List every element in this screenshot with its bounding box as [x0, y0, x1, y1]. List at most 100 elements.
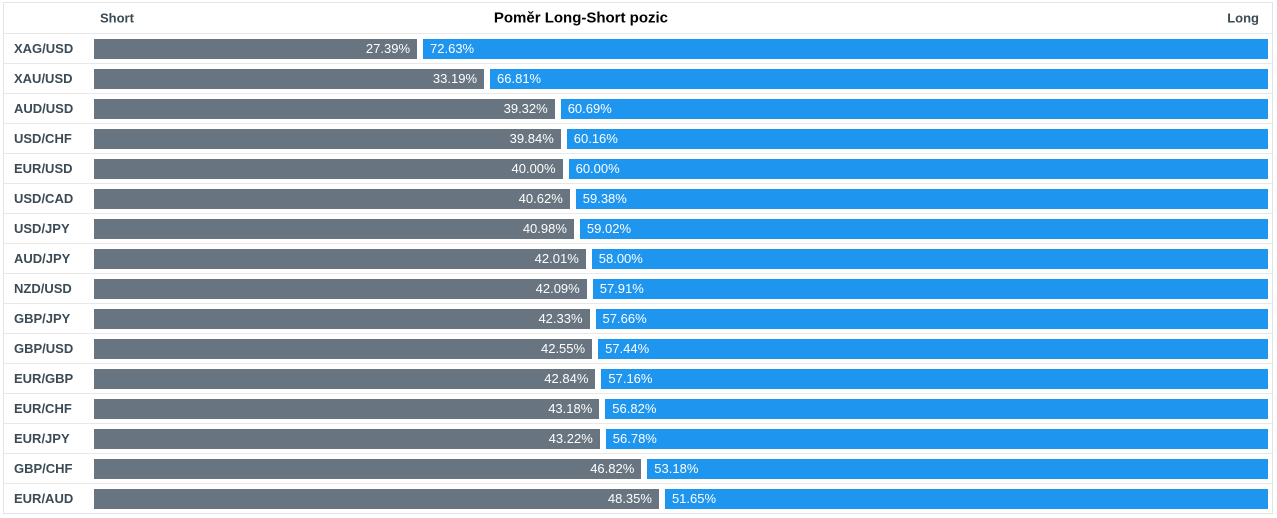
long-bar[interactable]: 57.91%: [592, 278, 1268, 299]
chart-header: Short Poměr Long-Short pozic Long: [4, 3, 1272, 33]
long-bar[interactable]: 60.69%: [560, 98, 1268, 119]
long-bar[interactable]: 51.65%: [664, 488, 1268, 509]
chart-rows: XAG/USD 27.39% 72.63% XAU/USD 33.19% 66.…: [4, 33, 1272, 513]
long-bar[interactable]: 57.44%: [598, 338, 1268, 359]
long-bar[interactable]: 56.82%: [605, 398, 1268, 419]
long-percent-label: 51.65%: [671, 491, 717, 506]
long-percent-label: 57.16%: [608, 371, 653, 386]
chart-row: XAU/USD 33.19% 66.81%: [4, 63, 1272, 93]
short-bar[interactable]: 42.84%: [94, 368, 596, 389]
short-bar[interactable]: 40.98%: [94, 218, 574, 239]
long-bar[interactable]: 60.16%: [566, 128, 1268, 149]
chart-row: GBP/CHF 46.82% 53.18%: [4, 453, 1272, 483]
pair-label: GBP/CHF: [14, 461, 73, 476]
bar-track: 48.35% 51.65%: [94, 488, 1268, 509]
bar-track: 46.82% 53.18%: [94, 458, 1268, 479]
bar-track: 42.55% 57.44%: [94, 338, 1268, 359]
short-bar[interactable]: 39.84%: [94, 128, 561, 149]
long-percent-label: 56.78%: [612, 431, 657, 446]
chart-title: Poměr Long-Short pozic: [493, 9, 669, 27]
short-axis-label: Short: [100, 10, 134, 26]
short-percent-label: 43.22%: [548, 431, 593, 446]
bar-track: 43.22% 56.78%: [94, 428, 1268, 449]
bar-track: 33.19% 66.81%: [94, 68, 1268, 89]
long-percent-label: 53.18%: [654, 461, 699, 476]
short-bar[interactable]: 40.62%: [94, 188, 570, 209]
chart-row: EUR/CHF 43.18% 56.82%: [4, 393, 1272, 423]
long-bar[interactable]: 66.81%: [490, 68, 1268, 89]
long-percent-label: 59.02%: [586, 221, 631, 236]
short-percent-label: 42.55%: [540, 341, 586, 356]
pair-label: USD/CAD: [14, 191, 74, 206]
long-axis-label: Long: [1227, 10, 1259, 26]
long-bar[interactable]: 58.00%: [591, 248, 1268, 269]
bar-track: 42.01% 58.00%: [94, 248, 1268, 269]
short-bar[interactable]: 42.09%: [94, 278, 587, 299]
long-bar[interactable]: 56.78%: [605, 428, 1268, 449]
bar-track: 40.00% 60.00%: [94, 158, 1268, 179]
chart-row: EUR/AUD 48.35% 51.65%: [4, 483, 1272, 513]
short-bar[interactable]: 27.39%: [94, 38, 418, 59]
chart-row: USD/JPY 40.98% 59.02%: [4, 213, 1272, 243]
pair-label: AUD/JPY: [14, 251, 71, 266]
chart-row: XAG/USD 27.39% 72.63%: [4, 33, 1272, 63]
bar-track: 27.39% 72.63%: [94, 38, 1268, 59]
short-percent-label: 27.39%: [365, 41, 411, 56]
short-percent-label: 39.32%: [503, 101, 548, 116]
pair-label: XAG/USD: [14, 41, 74, 56]
long-bar[interactable]: 59.38%: [575, 188, 1268, 209]
long-short-ratio-chart: Short Poměr Long-Short pozic Long XAG/US…: [3, 2, 1273, 514]
short-percent-label: 39.84%: [509, 131, 554, 146]
short-percent-label: 43.18%: [548, 401, 593, 416]
bar-track: 42.33% 57.66%: [94, 308, 1268, 329]
bar-track: 42.09% 57.91%: [94, 278, 1268, 299]
short-bar[interactable]: 40.00%: [94, 158, 563, 179]
bar-track: 40.62% 59.38%: [94, 188, 1268, 209]
short-bar[interactable]: 42.01%: [94, 248, 586, 269]
chart-row: NZD/USD 42.09% 57.91%: [4, 273, 1272, 303]
long-percent-label: 57.44%: [605, 341, 650, 356]
chart-row: EUR/JPY 43.22% 56.78%: [4, 423, 1272, 453]
short-bar[interactable]: 33.19%: [94, 68, 485, 89]
long-bar[interactable]: 57.16%: [601, 368, 1268, 389]
short-bar[interactable]: 43.18%: [94, 398, 600, 419]
long-percent-label: 60.16%: [573, 131, 618, 146]
pair-label: GBP/JPY: [14, 311, 71, 326]
pair-label: EUR/JPY: [14, 431, 70, 446]
pair-label: NZD/USD: [14, 281, 72, 296]
bar-track: 42.84% 57.16%: [94, 368, 1268, 389]
short-bar[interactable]: 42.33%: [94, 308, 590, 329]
bar-track: 39.84% 60.16%: [94, 128, 1268, 149]
bar-track: 43.18% 56.82%: [94, 398, 1268, 419]
pair-label: EUR/GBP: [14, 371, 74, 386]
short-percent-label: 42.33%: [538, 311, 583, 326]
pair-label: GBP/USD: [14, 341, 74, 356]
long-percent-label: 58.00%: [598, 251, 643, 266]
chart-row: GBP/JPY 42.33% 57.66%: [4, 303, 1272, 333]
long-percent-label: 60.69%: [567, 101, 612, 116]
short-bar[interactable]: 48.35%: [94, 488, 659, 509]
pair-label: USD/CHF: [14, 131, 72, 146]
short-bar[interactable]: 39.32%: [94, 98, 555, 119]
short-bar[interactable]: 43.22%: [94, 428, 600, 449]
chart-row: USD/CAD 40.62% 59.38%: [4, 183, 1272, 213]
chart-row: GBP/USD 42.55% 57.44%: [4, 333, 1272, 363]
long-bar[interactable]: 57.66%: [595, 308, 1268, 329]
long-percent-label: 59.38%: [582, 191, 627, 206]
bar-track: 39.32% 60.69%: [94, 98, 1268, 119]
long-bar[interactable]: 53.18%: [647, 458, 1268, 479]
short-percent-label: 40.00%: [511, 161, 556, 176]
long-bar[interactable]: 72.63%: [423, 38, 1268, 59]
short-percent-label: 40.62%: [518, 191, 563, 206]
bar-track: 40.98% 59.02%: [94, 218, 1268, 239]
long-percent-label: 56.82%: [612, 401, 657, 416]
short-percent-label: 46.82%: [590, 461, 635, 476]
long-bar[interactable]: 59.02%: [579, 218, 1268, 239]
short-percent-label: 42.01%: [534, 251, 579, 266]
long-bar[interactable]: 60.00%: [568, 158, 1268, 179]
pair-label: XAU/USD: [14, 71, 73, 86]
short-bar[interactable]: 46.82%: [94, 458, 642, 479]
short-percent-label: 40.98%: [522, 221, 567, 236]
short-bar[interactable]: 42.55%: [94, 338, 593, 359]
short-percent-label: 42.09%: [535, 281, 580, 296]
